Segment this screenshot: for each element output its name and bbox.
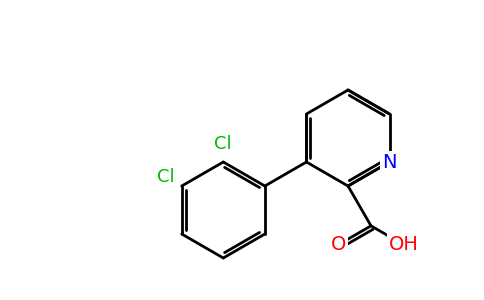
Text: N: N [382, 152, 397, 172]
Text: OH: OH [389, 235, 419, 254]
Text: Cl: Cl [157, 168, 175, 186]
Text: O: O [331, 235, 346, 254]
Text: Cl: Cl [214, 135, 232, 153]
